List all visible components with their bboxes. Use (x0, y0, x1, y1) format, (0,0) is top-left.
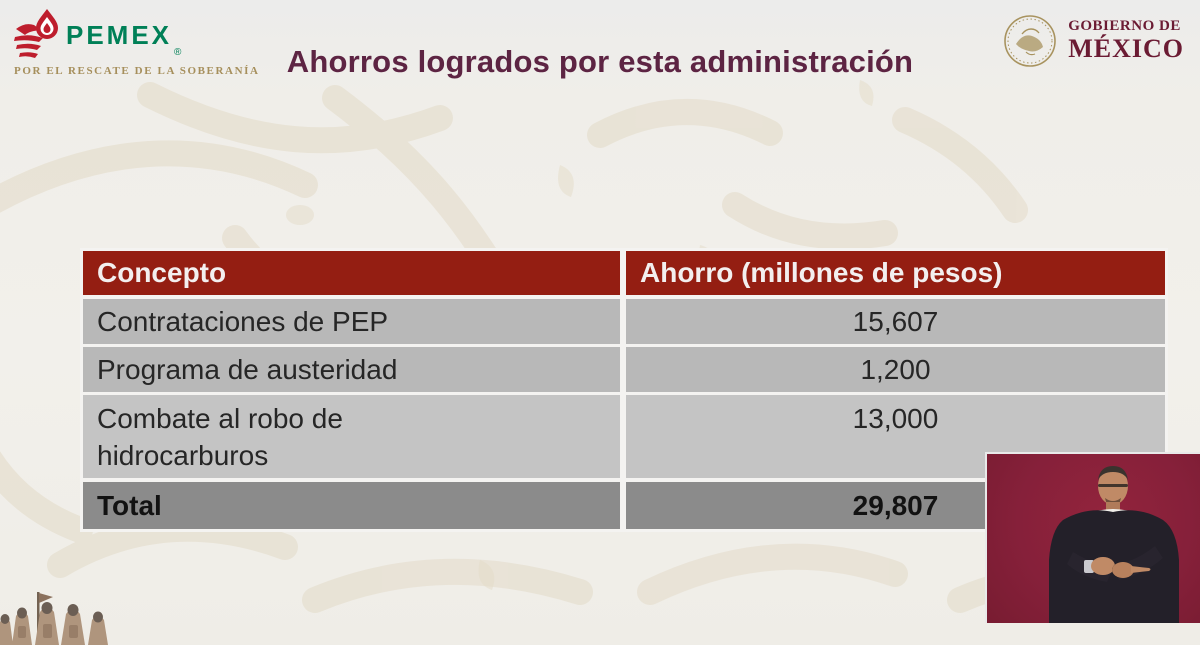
gobierno-text-line1: GOBIERNO DE (1068, 18, 1181, 35)
mexico-seal-icon (1004, 15, 1057, 67)
registered-trademark-symbol: ® (174, 47, 182, 58)
sign-language-interpreter-video (985, 452, 1200, 623)
pemex-tagline: POR EL RESCATE DE LA SOBERANÍA (14, 65, 260, 77)
table-row: Programa de austeridad 1,200 (83, 347, 1165, 392)
historical-figures-illustration (0, 592, 108, 645)
total-label: Total (83, 482, 620, 529)
pemex-wordmark: PEMEX (66, 19, 173, 50)
header-concepto: Concepto (83, 251, 620, 295)
table-header-row: Concepto Ahorro (millones de pesos) (83, 251, 1165, 295)
table-row: Contrataciones de PEP 15,607 (83, 299, 1165, 344)
row-concepto: Contrataciones de PEP (83, 299, 620, 344)
row-concepto: Combate al robo de hidrocarburos (83, 395, 620, 478)
interpreter-figure (1049, 466, 1179, 623)
table-row: Combate al robo de hidrocarburos 13,000 (83, 395, 1165, 478)
pemex-eagle-drop-icon (14, 9, 58, 58)
slide-title: Ahorros logrados por esta administración (286, 44, 914, 79)
pemex-logo: PEMEX ® POR EL RESCATE DE LA SOBERANÍA (14, 8, 260, 77)
header-ahorro: Ahorro (millones de pesos) (626, 251, 1165, 295)
gobierno-de-mexico-logo: GOBIERNO DE MÉXICO (1002, 12, 1184, 70)
gobierno-text-line2: MÉXICO (1068, 34, 1184, 64)
savings-table: Concepto Ahorro (millones de pesos) Cont… (80, 248, 1168, 532)
row-ahorro: 1,200 (626, 347, 1165, 392)
row-ahorro: 15,607 (626, 299, 1165, 344)
row-concepto: Programa de austeridad (83, 347, 620, 392)
